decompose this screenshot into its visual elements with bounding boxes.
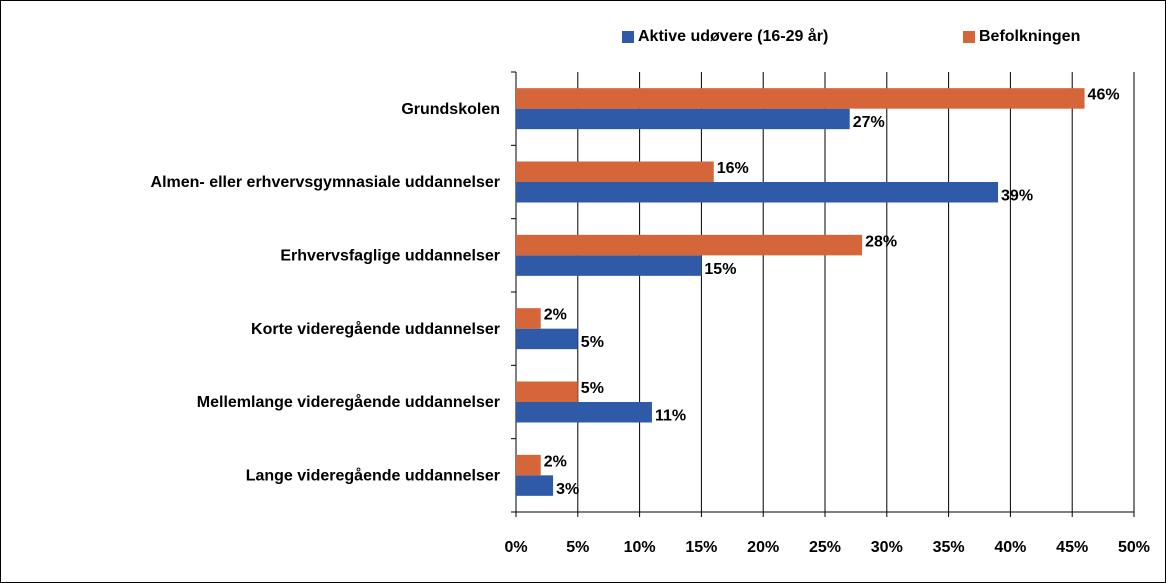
y-tick-label: Korte videregående uddannelser xyxy=(251,320,500,338)
value-label: 3% xyxy=(556,481,579,498)
bar xyxy=(516,381,578,402)
legend-label: Aktive udøvere (16-29 år) xyxy=(638,27,828,45)
value-label: 27% xyxy=(853,114,885,131)
y-tick-label: Grundskolen xyxy=(401,101,500,118)
bar xyxy=(516,88,1085,109)
bar xyxy=(516,308,541,329)
y-tick-label: Erhvervsfaglige uddannelser xyxy=(280,248,500,265)
y-tick-label: Almen- eller erhvervsgymnasiale uddannel… xyxy=(151,174,500,191)
value-label: 15% xyxy=(704,261,736,278)
value-label: 5% xyxy=(581,380,604,397)
x-tick-label: 5% xyxy=(566,539,589,556)
bar xyxy=(516,182,999,203)
value-label: 11% xyxy=(655,407,686,424)
bar xyxy=(516,328,578,350)
legend-swatch xyxy=(963,31,975,43)
y-tick-label: Mellemlange videregående uddannelser xyxy=(197,393,500,411)
value-label: 28% xyxy=(865,233,897,250)
x-tick-label: 45% xyxy=(1056,539,1088,556)
x-tick-label: 50% xyxy=(1118,539,1150,556)
x-tick-label: 10% xyxy=(624,539,656,556)
bar xyxy=(516,475,554,496)
value-label: 2% xyxy=(544,453,567,470)
value-label: 5% xyxy=(581,334,604,351)
bar xyxy=(516,402,652,423)
x-tick-label: 40% xyxy=(994,539,1026,556)
x-tick-label: 35% xyxy=(933,539,965,556)
value-label: 2% xyxy=(544,307,567,324)
bar xyxy=(516,255,702,276)
value-label: 39% xyxy=(1001,187,1033,204)
bar xyxy=(516,161,714,182)
x-tick-label: 0% xyxy=(504,539,527,556)
y-tick-label: Lange videregående uddannelser xyxy=(246,467,500,485)
x-tick-label: 20% xyxy=(747,539,779,556)
value-label: 46% xyxy=(1088,87,1120,104)
x-tick-label: 30% xyxy=(871,539,903,556)
bar xyxy=(516,108,850,130)
bar xyxy=(516,454,541,476)
legend-swatch xyxy=(622,31,634,43)
x-tick-label: 25% xyxy=(809,539,841,556)
legend-label: Befolkningen xyxy=(979,28,1080,45)
bar xyxy=(516,234,863,256)
value-label: 16% xyxy=(717,160,749,177)
x-tick-label: 15% xyxy=(685,539,717,556)
